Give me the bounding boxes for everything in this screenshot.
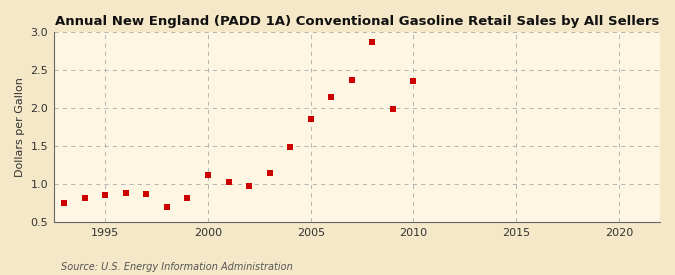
Text: Source: U.S. Energy Information Administration: Source: U.S. Energy Information Administ… <box>61 262 292 272</box>
Point <box>326 95 337 99</box>
Point <box>408 78 418 83</box>
Point <box>59 201 70 205</box>
Point <box>141 192 152 196</box>
Y-axis label: Dollars per Gallon: Dollars per Gallon <box>15 77 25 177</box>
Point <box>79 196 90 200</box>
Point <box>120 191 131 196</box>
Point <box>305 117 316 121</box>
Point <box>367 40 378 44</box>
Title: Annual New England (PADD 1A) Conventional Gasoline Retail Sales by All Sellers: Annual New England (PADD 1A) Conventiona… <box>55 15 659 28</box>
Point <box>244 184 254 188</box>
Point <box>346 78 357 82</box>
Point <box>182 196 193 200</box>
Point <box>285 145 296 150</box>
Point <box>161 205 172 209</box>
Point <box>223 180 234 184</box>
Point <box>387 107 398 111</box>
Point <box>100 193 111 197</box>
Point <box>202 173 213 177</box>
Point <box>264 170 275 175</box>
